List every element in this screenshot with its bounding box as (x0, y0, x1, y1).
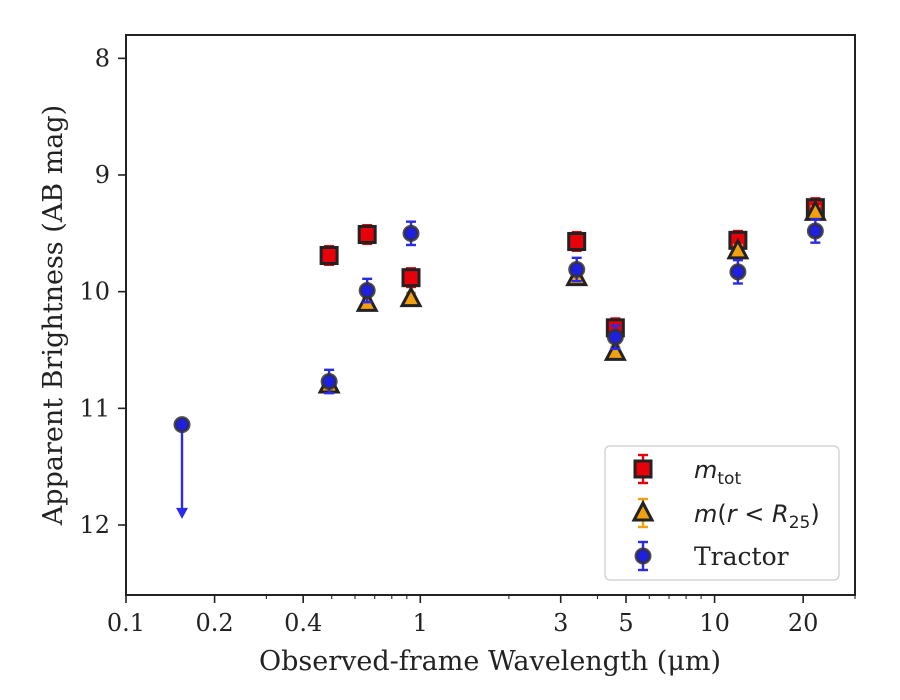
x-tick-label: 0.1 (107, 609, 145, 637)
x-axis-label: Observed-frame Wavelength (μm) (259, 646, 721, 677)
legend-m_r25-marker (631, 499, 655, 522)
x-tick-label: 10 (699, 609, 730, 637)
data-markers (173, 197, 827, 519)
legend: mtot m(r < R25) Tractor (604, 445, 840, 581)
m_r25-point (726, 237, 750, 260)
legend-box (604, 445, 840, 581)
x-tick-label: 20 (788, 609, 819, 637)
tractor-upper-limit-point (173, 416, 191, 434)
legend-m_tot-marker (633, 459, 653, 479)
m_r25-point (399, 285, 423, 308)
legend-tractor-label: Tractor (694, 542, 789, 571)
y-tick-label: 12 (79, 511, 110, 539)
legend-m_tot-label: mtot (694, 456, 741, 489)
tractor-point (806, 222, 824, 240)
y-tick-label: 9 (95, 161, 110, 189)
y-axis-label: Apparent Brightness (AB mag) (38, 105, 69, 526)
x-tick-label: 3 (553, 609, 568, 637)
tractor-point (320, 373, 338, 390)
tractor-point (358, 282, 376, 299)
upper-limit-arrow-head (176, 507, 189, 519)
y-tick-label: 10 (79, 278, 110, 306)
tractor-point (729, 263, 747, 281)
legend-tractor-marker (634, 547, 652, 565)
x-tick-label: 0.4 (284, 609, 322, 637)
plot-frame (125, 34, 856, 596)
m_tot-point (401, 268, 421, 288)
x-tick-label: 1 (413, 609, 428, 637)
tractor-point (568, 261, 586, 278)
m_tot-point (357, 225, 377, 244)
m_tot-point (319, 246, 339, 265)
legend-m_r25-label: m(r < R25) (694, 500, 820, 533)
x-tick-label: 0.2 (196, 609, 234, 637)
y-tick-label: 11 (79, 394, 110, 422)
tractor-point (402, 224, 420, 242)
axis-ticks: 0.1 0.2 0.4 1 3 5 10 20 8 9 10 11 12 (79, 44, 856, 637)
x-tick-label: 5 (618, 609, 633, 637)
y-tick-label: 8 (95, 44, 110, 72)
m_r25-point (603, 339, 627, 361)
tractor-point (606, 328, 624, 346)
m_tot-point (567, 232, 587, 251)
